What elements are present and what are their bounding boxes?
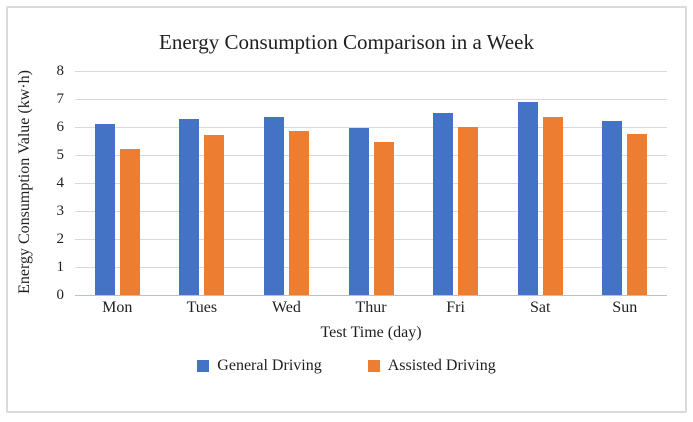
bar-group-mon: [75, 71, 160, 295]
bar-assisted-driving-thur: [373, 142, 394, 295]
bar-assisted-driving-wed: [288, 131, 309, 295]
legend-item-assisted-driving: Assisted Driving: [367, 357, 496, 375]
legend: General Driving Assisted Driving: [0, 357, 693, 375]
x-axis-title: Test Time (day): [320, 324, 422, 341]
bar-general-driving-wed: [263, 117, 284, 295]
bar-general-driving-fri: [433, 113, 454, 295]
gridline-3: [75, 211, 667, 212]
bar-group-sat: [498, 71, 583, 295]
x-axis-category-label-sun: Sun: [612, 299, 638, 316]
legend-swatch-general-driving: [197, 360, 210, 372]
bar-general-driving-mon: [94, 124, 115, 295]
gridline-6: [75, 127, 667, 128]
x-axis-category-label-tues: Tues: [186, 299, 218, 316]
y-tick-label-5: 5: [56, 147, 65, 163]
x-axis-category-labels: Mon Tues Wed Thur Fri Sat Sun: [75, 299, 667, 317]
bar-groups: [75, 71, 667, 295]
y-tick-label-1: 1: [56, 259, 65, 275]
y-tick-label-3: 3: [56, 203, 65, 219]
x-axis-category-label-mon: Mon: [102, 299, 133, 316]
x-axis-category-label-fri: Fri: [446, 299, 465, 316]
bar-general-driving-sun: [602, 121, 623, 295]
gridline-7: [75, 99, 667, 100]
y-tick-label-7: 7: [56, 91, 65, 107]
bar-group-tues: [160, 71, 245, 295]
x-axis-category-label-thur: Thur: [355, 299, 387, 316]
bar-general-driving-tues: [179, 118, 200, 295]
bar-assisted-driving-sun: [627, 134, 648, 295]
bar-assisted-driving-fri: [458, 127, 479, 295]
legend-item-label: Assisted Driving: [387, 357, 496, 374]
y-tick-label-6: 6: [56, 119, 65, 135]
x-axis-category-label-wed: Wed: [271, 299, 301, 316]
y-tick-label-2: 2: [56, 231, 65, 247]
y-axis-tick-labels: 0 1 2 3 4 5 6 7 8: [30, 63, 65, 303]
bar-group-wed: [244, 71, 329, 295]
bar-assisted-driving-mon: [119, 149, 140, 295]
gridline-5: [75, 155, 667, 156]
y-tick-label-0: 0: [56, 287, 65, 303]
bar-assisted-driving-sat: [542, 117, 563, 295]
y-tick-label-4: 4: [56, 175, 65, 191]
bar-group-sun: [582, 71, 667, 295]
x-axis-category-label-sat: Sat: [529, 299, 551, 316]
gridline-2: [75, 239, 667, 240]
gridline-8: [75, 71, 667, 72]
bar-general-driving-sat: [517, 101, 538, 295]
legend-item-label: General Driving: [217, 357, 322, 374]
legend-item-general-driving: General Driving: [197, 357, 322, 375]
gridline-4: [75, 183, 667, 184]
bar-assisted-driving-tues: [204, 135, 225, 295]
chart-title: Energy Consumption Comparison in a Week: [159, 30, 534, 54]
y-tick-label-8: 8: [56, 63, 65, 79]
bar-group-thur: [329, 71, 414, 295]
bar-group-fri: [413, 71, 498, 295]
legend-swatch-assisted-driving: [367, 360, 380, 372]
plot-area: [75, 71, 667, 296]
chart-frame: [6, 6, 687, 413]
gridline-1: [75, 267, 667, 268]
bar-general-driving-thur: [348, 128, 369, 295]
